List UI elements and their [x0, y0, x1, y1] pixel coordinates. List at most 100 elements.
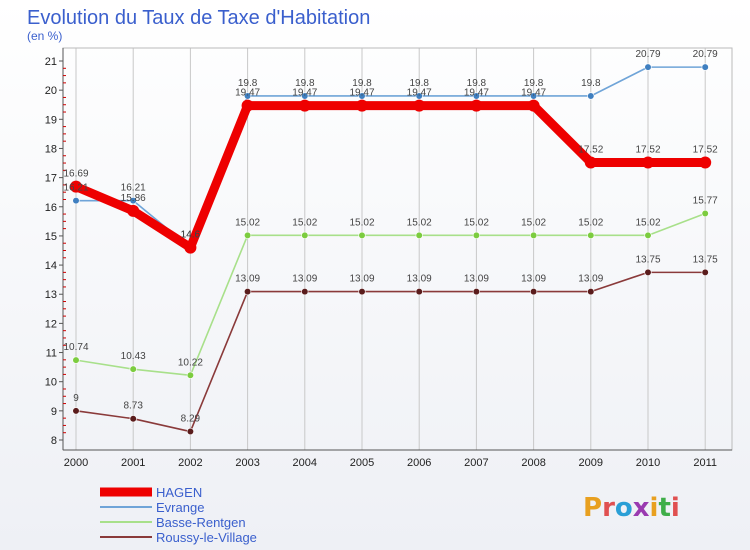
legend-label: Roussy-le-Village	[156, 530, 257, 545]
series-roussy-le-village	[72, 268, 709, 436]
data-point	[301, 92, 309, 100]
data-point	[527, 99, 540, 112]
y-tick-label: 20	[45, 85, 57, 97]
x-tick-label: 2009	[579, 457, 603, 469]
data-label: 16.69	[63, 169, 88, 180]
data-label: 19.8	[524, 78, 544, 89]
data-label: 13.09	[235, 274, 260, 285]
data-point	[699, 156, 712, 169]
brand-logo: Proxiti	[583, 493, 680, 523]
y-tick-label: 9	[51, 406, 57, 418]
y-tick-label: 10	[45, 377, 57, 389]
data-label: 14.6	[181, 230, 201, 241]
data-point	[244, 288, 252, 296]
y-tick-label: 16	[45, 202, 57, 214]
data-point	[529, 92, 538, 100]
y-tick-label: 8	[51, 435, 57, 447]
data-label: 19.47	[464, 88, 489, 99]
data-point	[358, 288, 366, 296]
data-label: 19.47	[521, 88, 546, 99]
data-point	[529, 231, 538, 239]
data-label: 13.09	[407, 274, 432, 285]
data-point	[241, 99, 254, 112]
data-label: 15.02	[635, 217, 660, 228]
data-point	[701, 268, 709, 276]
y-tick-label: 11	[46, 348, 57, 360]
data-label: 19.8	[238, 78, 258, 89]
data-label: 17.52	[693, 144, 718, 155]
y-tick-label: 19	[45, 114, 57, 126]
data-point	[472, 92, 481, 100]
data-label: 15.02	[292, 217, 317, 228]
data-label: 19.8	[581, 78, 601, 89]
data-point	[184, 241, 197, 254]
data-point	[701, 63, 709, 71]
data-label: 15.86	[121, 193, 146, 204]
data-label: 14.6	[181, 230, 201, 241]
data-point	[587, 231, 595, 239]
data-point	[413, 99, 426, 112]
brand-letter: t	[658, 493, 670, 523]
data-point	[301, 231, 309, 239]
data-point	[701, 209, 709, 218]
y-tick-label: 12	[45, 318, 57, 330]
series-line	[75, 271, 707, 433]
x-tick-label: 2011	[693, 457, 717, 469]
data-label: 15.02	[235, 217, 260, 228]
data-point	[127, 204, 140, 217]
legend-label: Evrange	[156, 500, 204, 515]
data-point	[72, 407, 80, 415]
data-point	[244, 231, 252, 239]
data-label: 13.09	[578, 274, 603, 285]
data-point	[587, 92, 595, 100]
series-line	[75, 66, 707, 249]
data-point	[472, 288, 481, 296]
data-label: 10.22	[178, 357, 203, 368]
data-label: 19.8	[352, 78, 372, 89]
x-tick-label: 2000	[64, 457, 88, 469]
data-point	[644, 231, 652, 239]
data-point	[644, 268, 652, 276]
data-point	[356, 99, 368, 112]
data-point	[72, 356, 80, 364]
data-label: 17.52	[635, 144, 660, 155]
data-label: 20.79	[635, 49, 660, 60]
data-point	[415, 92, 423, 100]
data-label: 19.8	[295, 78, 315, 89]
data-label: 13.75	[693, 254, 718, 265]
data-label: 15.02	[349, 217, 374, 228]
data-label: 8.29	[181, 414, 201, 425]
data-point	[472, 231, 481, 239]
data-point	[415, 288, 423, 296]
y-tick-label: 21	[45, 56, 57, 68]
data-point	[129, 415, 137, 423]
data-point	[529, 288, 538, 296]
brand-letter: P	[583, 493, 602, 523]
brand-letter: x	[633, 493, 650, 523]
data-label: 15.02	[578, 217, 603, 228]
brand-letter: r	[602, 493, 615, 523]
data-point	[186, 427, 194, 436]
data-label: 10.74	[63, 342, 88, 353]
data-point	[301, 288, 309, 296]
data-label: 13.09	[349, 274, 374, 285]
legend-label: Basse-Rentgen	[156, 515, 246, 530]
data-point	[186, 371, 194, 379]
data-label: 13.09	[464, 274, 489, 285]
data-label: 19.47	[407, 88, 432, 99]
data-label: 19.8	[467, 78, 487, 89]
chart-subtitle: (en %)	[27, 29, 62, 43]
data-label: 16.21	[121, 183, 146, 194]
y-tick-label: 18	[45, 143, 57, 155]
x-tick-label: 2003	[235, 457, 259, 469]
data-label: 16.21	[63, 183, 88, 194]
data-label: 13.09	[521, 274, 546, 285]
data-label: 15.02	[521, 217, 546, 228]
y-tick-label: 13	[45, 289, 57, 301]
data-label: 15.02	[407, 217, 432, 228]
data-point	[415, 231, 423, 239]
data-label: 13.09	[292, 274, 317, 285]
data-label: 19.47	[292, 88, 317, 99]
